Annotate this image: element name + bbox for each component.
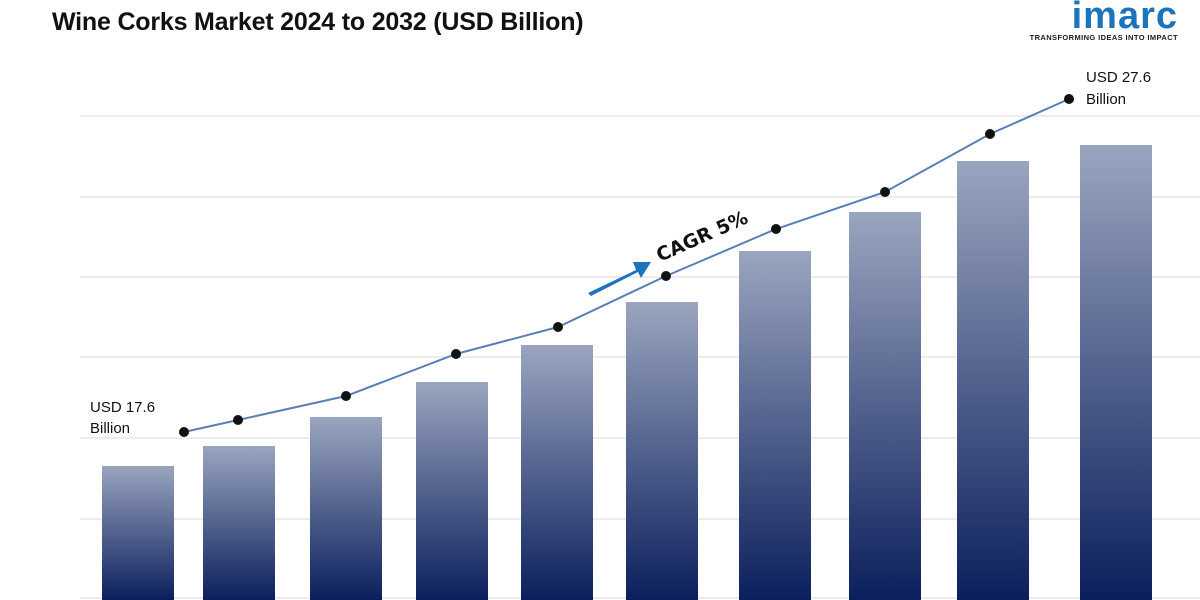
trend-point [985,129,995,139]
trend-polyline [183,98,1070,433]
bar-2031-visual [957,161,1029,600]
start-value-label-line1: USD 17.6 [90,399,155,416]
trend-point [451,349,461,359]
end-value-label-line1: USD 27.6 [1086,69,1151,86]
bar-2026 [310,417,382,600]
imarc-logo: imarc TRANSFORMING IDEAS INTO IMPACT [1018,0,1178,42]
trend-point [233,415,243,425]
bar-2028 [521,345,593,600]
trend-point [880,187,890,197]
bar-2024 [102,466,174,600]
bar-2032 [1080,145,1152,600]
start-value-label-line2: Billion [90,420,130,437]
trend-point [1064,94,1074,104]
page-title: Wine Corks Market 2024 to 2032 (USD Bill… [52,8,584,36]
logo-tagline: TRANSFORMING IDEAS INTO IMPACT [1029,33,1178,42]
cagr-label: CAGR 5% [653,207,751,267]
bar-2025 [203,446,275,600]
logo-wordmark: imarc [1071,0,1178,37]
trend-point [661,271,671,281]
trend-point [553,322,563,332]
trend-point [341,391,351,401]
end-value-label-line2: Billion [1086,91,1126,108]
bar-2030 [739,251,811,600]
trend-point [771,224,781,234]
bar-2029 [626,302,698,600]
trend-point [179,427,189,437]
cagr-arrow-icon [588,262,651,296]
bars [102,145,1152,600]
bar-2031 [849,212,921,600]
trend-line [179,94,1074,437]
bar-2027 [416,382,488,600]
